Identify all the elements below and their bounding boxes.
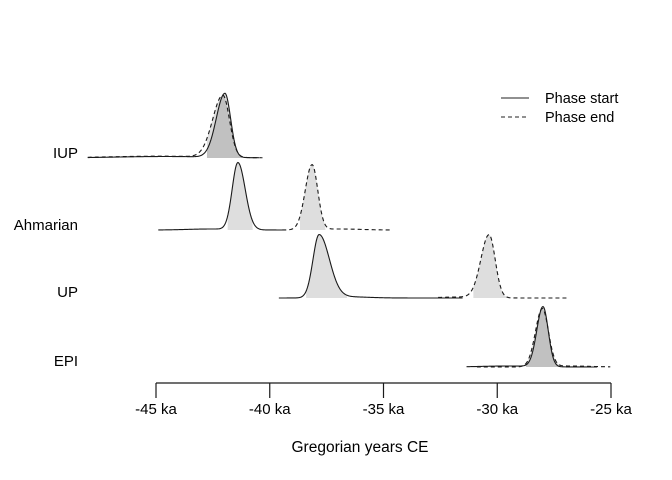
row-label-iup: IUP <box>53 145 78 162</box>
density-fill-epi-start <box>525 306 561 367</box>
density-fill-ahmarian-end <box>300 164 326 230</box>
row-label-ahmarian: Ahmarian <box>14 217 78 234</box>
x-axis-tick-label: -30 ka <box>476 401 518 418</box>
phase-row-ahmarian: Ahmarian <box>14 161 391 234</box>
density-curve-up-end <box>438 234 570 299</box>
x-axis-tick-label: -35 ka <box>363 401 405 418</box>
density-curve-up-start <box>278 233 463 299</box>
density-curve-ahmarian-end <box>282 164 391 231</box>
x-axis-tick-label: -45 ka <box>135 401 177 418</box>
legend: Phase start Phase end <box>501 91 618 126</box>
legend-label-phase-end: Phase end <box>545 110 614 126</box>
density-curve-epi-start <box>466 305 598 368</box>
x-axis-tick-label: -25 ka <box>590 401 632 418</box>
density-curve-iup-start <box>87 92 260 159</box>
density-fill-iup-start <box>206 93 242 158</box>
phase-row-up: UP <box>57 233 570 301</box>
phase-row-epi: EPI <box>54 305 611 370</box>
x-axis-title: Gregorian years CE <box>292 439 429 456</box>
density-curve-epi-end <box>476 307 611 368</box>
density-fill-iup-end <box>206 95 242 158</box>
phase-row-iup: IUP <box>53 92 263 162</box>
row-label-up: UP <box>57 284 78 301</box>
density-fill-up-start <box>306 234 348 298</box>
row-label-epi: EPI <box>54 353 78 370</box>
x-axis-tick-label: -40 ka <box>249 401 291 418</box>
density-curve-ahmarian-start <box>158 161 286 231</box>
legend-label-phase-start: Phase start <box>545 91 618 107</box>
